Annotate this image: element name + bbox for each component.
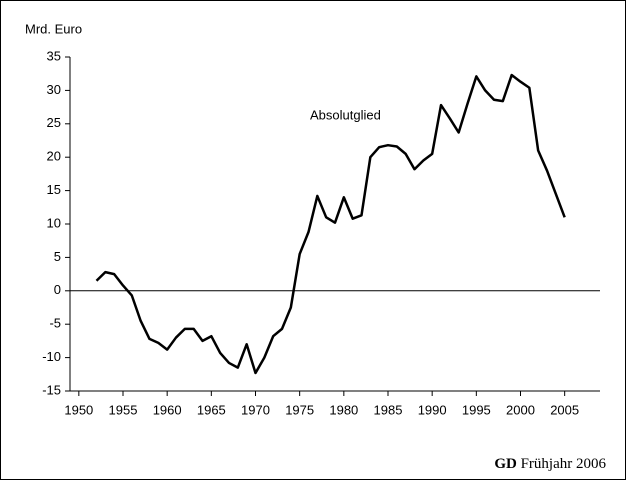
- x-tick-label: 1975: [285, 402, 314, 417]
- y-tick-label: 25: [47, 115, 61, 130]
- x-tick-label: 1980: [329, 402, 358, 417]
- x-tick-label: 1950: [64, 402, 93, 417]
- y-tick-label: 0: [54, 282, 61, 297]
- x-tick-label: 1960: [153, 402, 182, 417]
- x-tick-label: 1990: [418, 402, 447, 417]
- y-tick-label: -15: [42, 382, 61, 397]
- x-tick-label: 2005: [550, 402, 579, 417]
- y-tick-label: 15: [47, 182, 61, 197]
- footer-text: Frühjahr 2006: [521, 456, 607, 472]
- line-series: [95, 73, 566, 375]
- y-axis-label: Mrd. Euro: [25, 21, 82, 36]
- annotation: Absolutglied: [310, 107, 381, 122]
- footer-bold: GD: [494, 456, 517, 472]
- x-tick-label: 1985: [374, 402, 403, 417]
- y-tick-label: -5: [49, 316, 61, 331]
- footer: GD Frühjahr 2006: [494, 456, 606, 472]
- y-tick-label: 35: [47, 48, 61, 63]
- x-tick-label: 1970: [241, 402, 270, 417]
- x-tick-label: 1965: [197, 402, 226, 417]
- y-tick-label: 10: [47, 215, 61, 230]
- x-tick-label: 2000: [506, 402, 535, 417]
- x-tick-label: 1995: [462, 402, 491, 417]
- y-tick-label: 30: [47, 82, 61, 97]
- x-tick-label: 1955: [109, 402, 138, 417]
- y-tick-label: 5: [54, 249, 61, 264]
- y-tick-label: -10: [42, 349, 61, 364]
- y-tick-label: 20: [47, 149, 61, 164]
